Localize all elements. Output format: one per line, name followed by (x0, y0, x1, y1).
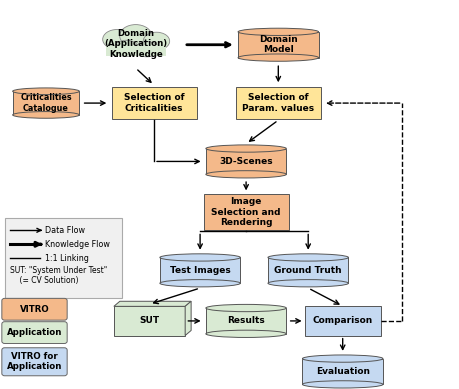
Text: Selection of
Criticalities: Selection of Criticalities (123, 93, 184, 113)
Bar (302, 359, 382, 384)
Ellipse shape (206, 145, 285, 152)
FancyBboxPatch shape (2, 322, 67, 343)
Ellipse shape (268, 254, 348, 261)
Bar (160, 258, 240, 283)
Text: VITRO for
Application: VITRO for Application (7, 352, 62, 371)
Ellipse shape (13, 112, 79, 118)
Text: Data Flow: Data Flow (45, 226, 84, 235)
Ellipse shape (302, 381, 382, 388)
FancyBboxPatch shape (2, 348, 67, 376)
Bar (105, 45, 166, 56)
Text: Selection of
Param. values: Selection of Param. values (242, 93, 313, 113)
Ellipse shape (143, 32, 169, 50)
Ellipse shape (160, 254, 240, 261)
Ellipse shape (268, 280, 348, 287)
Text: Domain
Model: Domain Model (258, 35, 297, 54)
Ellipse shape (302, 355, 382, 362)
Ellipse shape (119, 25, 151, 47)
Bar (13, 91, 79, 115)
Bar (206, 308, 285, 334)
FancyBboxPatch shape (235, 87, 320, 119)
Ellipse shape (160, 280, 240, 287)
Ellipse shape (102, 30, 131, 49)
Text: Evaluation: Evaluation (315, 367, 369, 376)
Ellipse shape (134, 42, 159, 57)
Text: Ground Truth: Ground Truth (274, 266, 341, 275)
Text: 1:1 Linking: 1:1 Linking (45, 254, 88, 263)
Text: Domain
(Application)
Knowledge: Domain (Application) Knowledge (104, 29, 167, 59)
Text: SUT: SUT (139, 316, 159, 326)
FancyBboxPatch shape (112, 87, 196, 119)
Text: Image
Selection and
Rendering: Image Selection and Rendering (211, 197, 280, 227)
FancyBboxPatch shape (304, 307, 380, 335)
Text: VITRO: VITRO (20, 305, 49, 314)
Ellipse shape (206, 330, 285, 338)
Text: Results: Results (227, 316, 264, 326)
Bar (206, 149, 285, 174)
Text: Knowledge Flow: Knowledge Flow (45, 240, 109, 249)
Text: Test Images: Test Images (169, 266, 230, 275)
Polygon shape (185, 301, 191, 335)
Text: SUT: "System Under Test": SUT: "System Under Test" (10, 266, 107, 275)
Polygon shape (114, 301, 191, 307)
Text: 3D-Scenes: 3D-Scenes (219, 157, 272, 166)
FancyBboxPatch shape (203, 193, 288, 230)
Bar (268, 258, 348, 283)
FancyBboxPatch shape (2, 298, 67, 320)
Text: Comparison: Comparison (312, 316, 372, 326)
Ellipse shape (206, 304, 285, 312)
Ellipse shape (13, 88, 79, 95)
Text: Application: Application (7, 328, 62, 337)
Text: Criticalities
Catalogue: Criticalities Catalogue (20, 93, 72, 113)
Bar (238, 32, 318, 58)
Bar (114, 307, 185, 335)
Ellipse shape (206, 171, 285, 178)
Ellipse shape (114, 40, 138, 56)
Ellipse shape (238, 28, 318, 35)
Text: (= CV Solution): (= CV Solution) (10, 276, 78, 286)
Ellipse shape (238, 54, 318, 61)
Bar (5, 218, 122, 298)
